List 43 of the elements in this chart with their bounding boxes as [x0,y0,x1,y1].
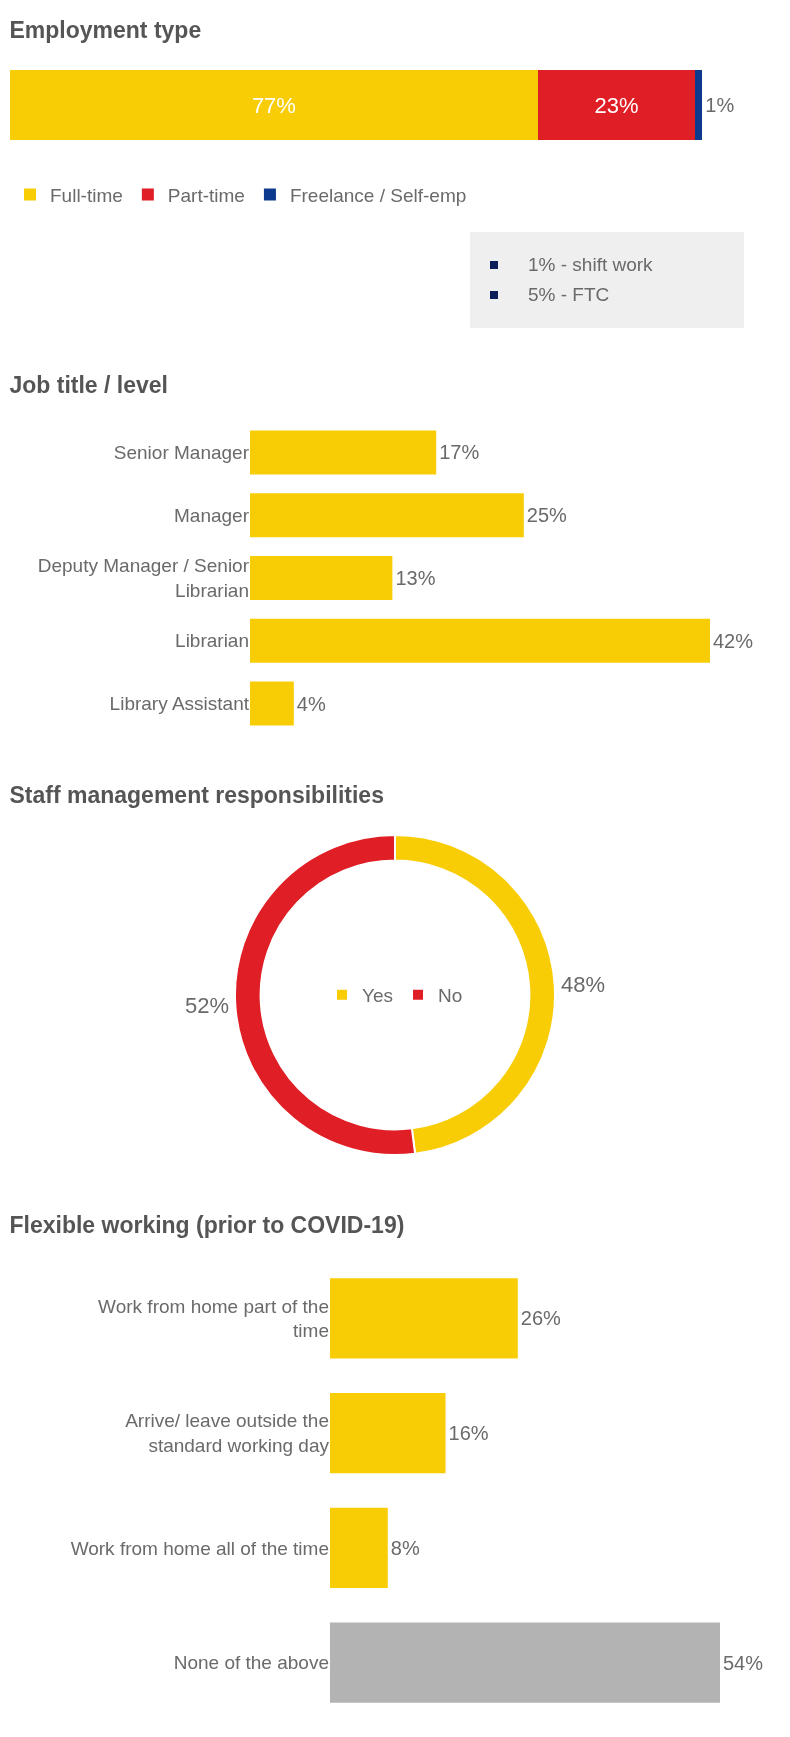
data-label: 52% [185,992,230,1018]
bar [330,1622,720,1703]
legend-label: No [438,985,463,1007]
data-label: 16% [448,1422,489,1445]
data-label: 17% [439,441,480,464]
bar [330,1392,446,1474]
y-tick-label: Deputy Manager / Senior Librarian [37,555,250,601]
bar [250,493,524,538]
data-label: 8% [390,1536,420,1559]
y-tick-label: Manager [174,504,250,526]
legend-label: Freelance / Self-emp [289,184,467,206]
y-tick-label: Work from home all of the time [70,1537,329,1559]
y-tick-label: None of the above [173,1652,329,1674]
data-label: 13% [395,567,436,589]
legend-label: Full-time [50,184,123,206]
chart-title: Staff management responsibilities [9,782,384,809]
bar [250,430,437,475]
text: 5% - FTC [528,284,610,306]
data-label: 26% [520,1307,562,1330]
data-label: 25% [526,504,568,527]
data-label: 77% [251,92,296,118]
y-tick-label: Library Assistant [109,693,250,715]
text: 1% - shift work [528,254,653,276]
bar [330,1507,388,1589]
data-label: 42% [713,629,754,652]
chart-title: Flexible working (prior to COVID-19) [9,1212,405,1239]
data-label: 48% [560,972,605,998]
bar [250,556,393,600]
data-label: 4% [296,692,326,715]
chart-title: Employment type [9,17,202,44]
data-label: 23% [594,92,639,118]
chart-title: Job title / level [9,372,168,399]
y-tick-label: Senior Manager [113,442,250,464]
y-tick-label: Librarian [175,630,249,652]
legend-label: Yes [362,985,393,1007]
legend-label: Part-time [167,184,245,206]
bar [330,1278,518,1359]
data-label: 54% [723,1651,764,1674]
y-tick-label: Work from home part of the time [98,1295,329,1342]
y-tick-label: Arrive/ leave outside the standard working day [125,1410,330,1457]
bar [250,681,294,726]
data-label: 1% [705,94,735,116]
bar [250,618,710,663]
